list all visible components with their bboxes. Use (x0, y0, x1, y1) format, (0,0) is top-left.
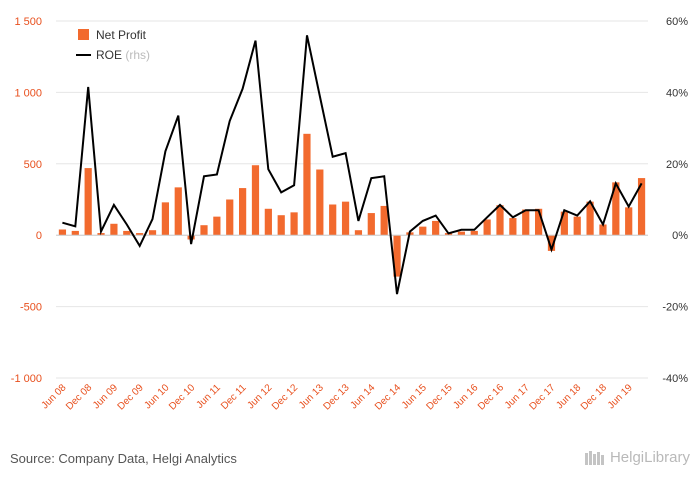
net-profit-bar (419, 226, 427, 236)
net-profit-bar (457, 231, 465, 236)
x-axis-tick-label: Dec 09 (116, 382, 146, 412)
net-profit-bar (586, 201, 594, 236)
legend-net-profit-swatch (78, 29, 89, 40)
x-axis-tick-label: Dec 18 (579, 382, 609, 412)
right-axis-tick-label: 0% (672, 230, 688, 242)
roe-line (62, 35, 643, 295)
right-axis-tick-label: -20% (662, 302, 688, 314)
x-axis-tick-label: Jun 18 (554, 382, 583, 411)
x-axis-tick-label: Jun 17 (503, 382, 532, 411)
net-profit-bars (58, 133, 646, 277)
net-profit-bar (239, 188, 247, 236)
x-axis-tick-label: Dec 17 (527, 382, 557, 412)
net-profit-bar (573, 216, 581, 236)
x-axis-tick-label: Dec 16 (476, 382, 506, 412)
x-axis-tick-label: Jun 10 (142, 382, 171, 411)
net-profit-bar (303, 133, 311, 236)
net-profit-bar (625, 207, 633, 236)
net-profit-bar (264, 208, 272, 236)
gridlines (56, 20, 648, 379)
right-axis-tick-label: -40% (662, 373, 688, 385)
net-profit-bar (97, 233, 105, 236)
left-axis-tick-label: 1 000 (14, 87, 42, 99)
net-profit-bar (329, 204, 337, 236)
net-profit-bar (547, 235, 556, 251)
x-axis-tick-label: Jun 14 (348, 382, 377, 411)
helgi-library-logo: HelgiLibrary (584, 449, 690, 466)
net-profit-bar (200, 225, 208, 236)
chart: -1 000 -500 0 500 1 000 1 500 -40% -20% 0% 20% 40… (11, 16, 688, 413)
left-axis-tick-label: 1 500 (14, 16, 42, 28)
net-profit-bar (174, 187, 182, 236)
left-axis-tick-label: -500 (20, 302, 42, 314)
source-note: Source: Company Data, Helgi Analytics (10, 451, 237, 466)
legend-roe-suffix: (rhs) (125, 48, 150, 62)
net-profit-bar (341, 201, 350, 236)
net-profit-bar (432, 220, 440, 236)
right-axis-ticks: -40% -20% 0% 20% 40% 60% (662, 16, 688, 385)
net-profit-bar (226, 199, 234, 236)
x-axis-tick-label: Dec 11 (219, 382, 249, 412)
x-axis-tick-label: Jun 13 (297, 382, 326, 411)
x-axis-tick-label: Dec 14 (373, 382, 403, 412)
net-profit-bar (84, 168, 92, 236)
net-profit-bar (58, 229, 67, 236)
net-profit-bar (136, 233, 144, 236)
net-profit-bar (509, 218, 517, 236)
net-profit-bar (110, 223, 118, 236)
x-axis-tick-label: Dec 12 (270, 382, 300, 412)
logo-text: HelgiLibrary (609, 449, 690, 466)
legend-roe-text: ROE (96, 48, 122, 62)
net-profit-bar (470, 230, 478, 236)
x-axis-tick-label: Dec 13 (322, 382, 352, 412)
net-profit-bar (213, 216, 221, 236)
net-profit-bar (354, 230, 363, 236)
net-profit-bar (535, 208, 543, 236)
left-axis-tick-label: -1 000 (11, 373, 42, 385)
legend-roe-label: ROE (rhs) (96, 48, 150, 62)
left-axis-tick-label: 500 (24, 159, 42, 171)
net-profit-bar (71, 230, 79, 236)
books-icon (584, 450, 604, 465)
x-axis-tick-label: Dec 10 (167, 382, 197, 412)
x-axis-tick-label: Jun 08 (40, 382, 69, 411)
net-profit-bar (161, 202, 169, 236)
net-profit-bar (251, 165, 260, 236)
x-axis-tick-label: Jun 19 (606, 382, 635, 411)
legend: Net Profit ROE (rhs) (76, 28, 150, 62)
right-axis-tick-label: 40% (666, 87, 688, 99)
x-axis-tick-label: Jun 15 (400, 382, 429, 411)
x-axis-tick-label: Jun 16 (451, 382, 480, 411)
net-profit-bar (496, 205, 504, 236)
left-axis-ticks: -1 000 -500 0 500 1 000 1 500 (11, 16, 42, 385)
net-profit-bar (483, 219, 491, 236)
net-profit-bar (123, 230, 131, 236)
net-profit-bar (148, 230, 157, 236)
net-profit-bar (316, 169, 324, 236)
net-profit-bar (393, 235, 401, 277)
net-profit-bar (277, 215, 285, 236)
net-profit-bar (612, 182, 620, 236)
net-profit-bar (637, 178, 646, 236)
left-axis-tick-label: 0 (36, 230, 42, 242)
x-axis-tick-label: Jun 11 (194, 382, 223, 411)
net-profit-bar (560, 211, 568, 236)
right-axis-tick-label: 60% (666, 16, 688, 28)
net-profit-bar (522, 209, 530, 236)
x-axis-tick-label: Dec 15 (424, 382, 454, 412)
x-axis-tick-label: Dec 08 (64, 382, 94, 412)
x-axis-tick-label: Jun 09 (91, 382, 120, 411)
right-axis-tick-label: 20% (666, 159, 688, 171)
x-axis-tick-label: Jun 12 (245, 382, 274, 411)
net-profit-bar (380, 205, 388, 236)
net-profit-bar (599, 224, 607, 236)
legend-net-profit-label: Net Profit (96, 28, 147, 42)
net-profit-bar (290, 212, 298, 236)
net-profit-bar (367, 213, 375, 236)
